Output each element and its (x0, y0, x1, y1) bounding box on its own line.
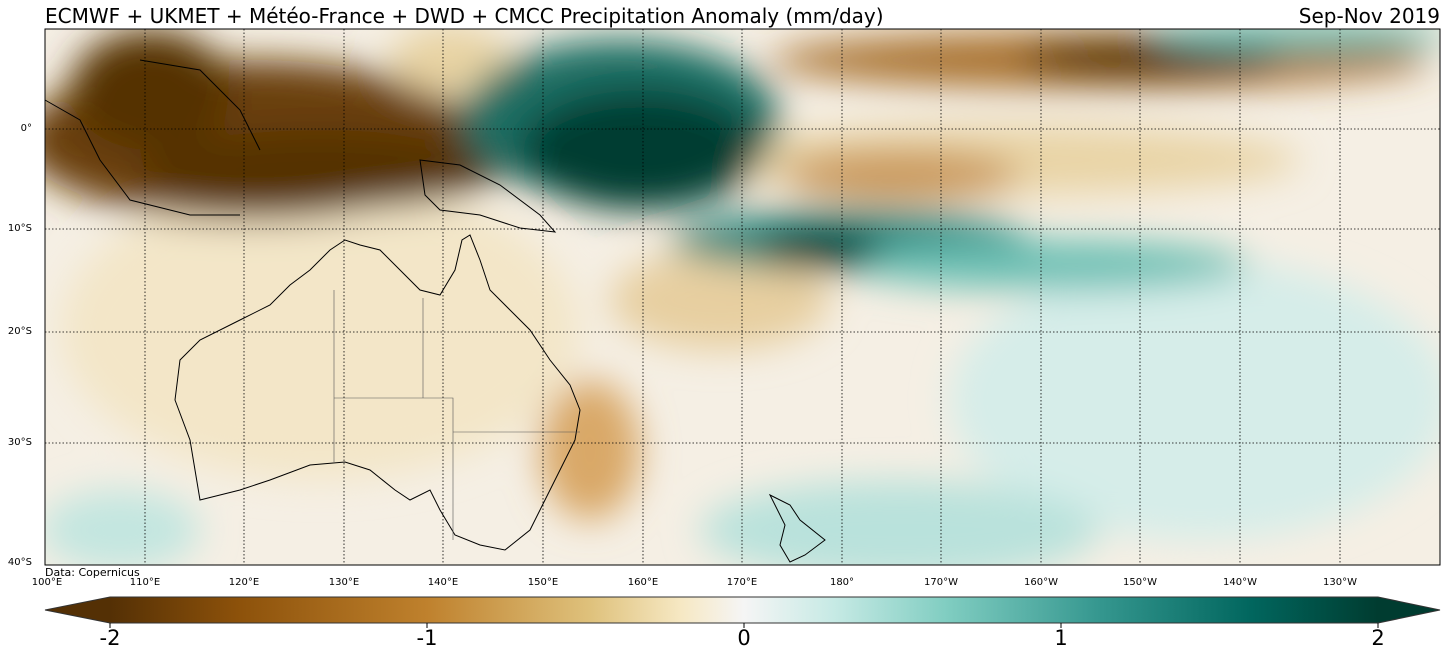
lon-label: 130°E (328, 577, 360, 588)
map-period: Sep-Nov 2019 (1298, 4, 1440, 28)
lon-label: 140°W (1223, 577, 1257, 588)
lon-label: 140°E (427, 577, 459, 588)
colorbar-tick-label: 0 (737, 626, 751, 650)
new-guinea-coastline (419, 159, 557, 233)
lon-label: 180° (829, 577, 855, 588)
lon-label: 100°E (31, 577, 63, 588)
lat-label: 0° (20, 123, 32, 134)
lon-label: 150°E (527, 577, 559, 588)
lon-label: 120°E (228, 577, 260, 588)
lon-label: 130°W (1323, 577, 1357, 588)
map-frame (44, 28, 1441, 566)
map-title: ECMWF + UKMET + Météo-France + DWD + CMC… (45, 4, 884, 28)
lon-label: 160°E (627, 577, 659, 588)
colorbar-min-extend (45, 597, 110, 623)
colorbar-tick-label: -2 (99, 626, 121, 650)
lat-label: 30°S (7, 437, 32, 448)
lon-label: 150°W (1123, 577, 1157, 588)
lat-label: 20°S (7, 326, 32, 337)
colorbar-tick-label: 2 (1371, 626, 1385, 650)
lon-label: 160°W (1024, 577, 1058, 588)
lon-label: 170°E (726, 577, 758, 588)
lon-label: 110°E (129, 577, 161, 588)
lat-label: 40°S (7, 557, 32, 568)
australia-coastline (174, 234, 581, 551)
lon-label: 170°W (924, 577, 958, 588)
data-source: Data: Copernicus (45, 566, 140, 579)
new-zealand-coastline (768, 493, 826, 563)
anomaly-field (45, 29, 1440, 565)
lat-label: 10°S (7, 223, 32, 234)
graticule (45, 29, 1440, 565)
colorbar-tick-label: 1 (1054, 626, 1068, 650)
colorbar (44, 596, 1441, 628)
colorbar-tick-label: -1 (416, 626, 438, 650)
coastlines (44, 59, 826, 563)
colorbar-max-extend (1378, 597, 1440, 623)
